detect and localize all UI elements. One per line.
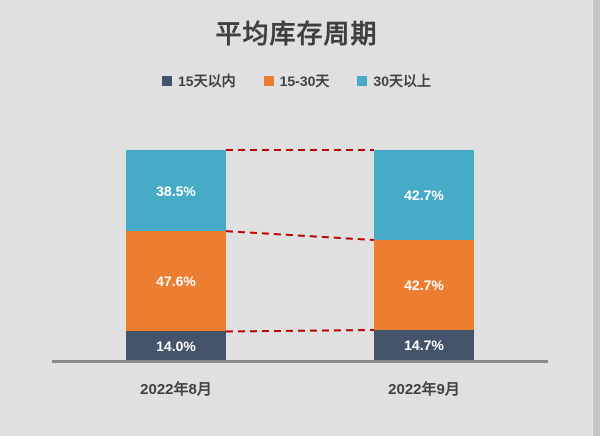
x-axis-label-august: 2022年8月 <box>140 381 212 398</box>
x-axis-line <box>52 360 548 363</box>
legend-label-under-15-days: 15天以内 <box>178 73 236 89</box>
stacked-bar-august: 38.5% 47.6% 14.0% <box>126 150 226 361</box>
x-axis-label-september: 2022年9月 <box>388 381 460 398</box>
connector-line <box>225 329 375 333</box>
legend-label-15-30-days: 15-30天 <box>279 73 330 89</box>
legend-swatch-15-30-days <box>263 76 274 86</box>
legend-swatch-under-15-days <box>162 76 173 86</box>
segment-value-label: 14.7% <box>404 337 444 354</box>
segment-value-label: 42.7% <box>404 187 444 203</box>
segment-value-label: 38.5% <box>156 182 196 199</box>
segment-value-label: 42.7% <box>404 277 444 293</box>
chart-title: 平均库存周期 <box>215 19 378 49</box>
segment-15-30-days: 42.7% <box>374 240 474 330</box>
segment-over-30-days: 42.7% <box>374 150 474 240</box>
stacked-bar-september: 42.7% 42.7% 14.7% <box>374 150 474 361</box>
legend-item-under-15-days: 15天以内 <box>162 71 236 91</box>
segment-under-15-days: 14.0% <box>126 331 226 361</box>
connector-line <box>225 230 375 242</box>
segment-over-30-days: 38.5% <box>126 150 226 232</box>
legend-swatch-over-30-days <box>357 76 368 86</box>
legend-item-15-30-days: 15-30天 <box>263 71 330 91</box>
right-edge-strip <box>592 0 600 436</box>
segment-value-label: 14.0% <box>156 338 196 355</box>
legend-item-over-30-days: 30天以上 <box>357 71 431 91</box>
segment-value-label: 47.6% <box>156 273 196 290</box>
legend: 15天以内 15-30天 30天以上 <box>0 71 593 91</box>
legend-label-over-30-days: 30天以上 <box>373 73 431 89</box>
segment-under-15-days: 14.7% <box>374 330 474 361</box>
segment-15-30-days: 47.6% <box>126 231 226 332</box>
